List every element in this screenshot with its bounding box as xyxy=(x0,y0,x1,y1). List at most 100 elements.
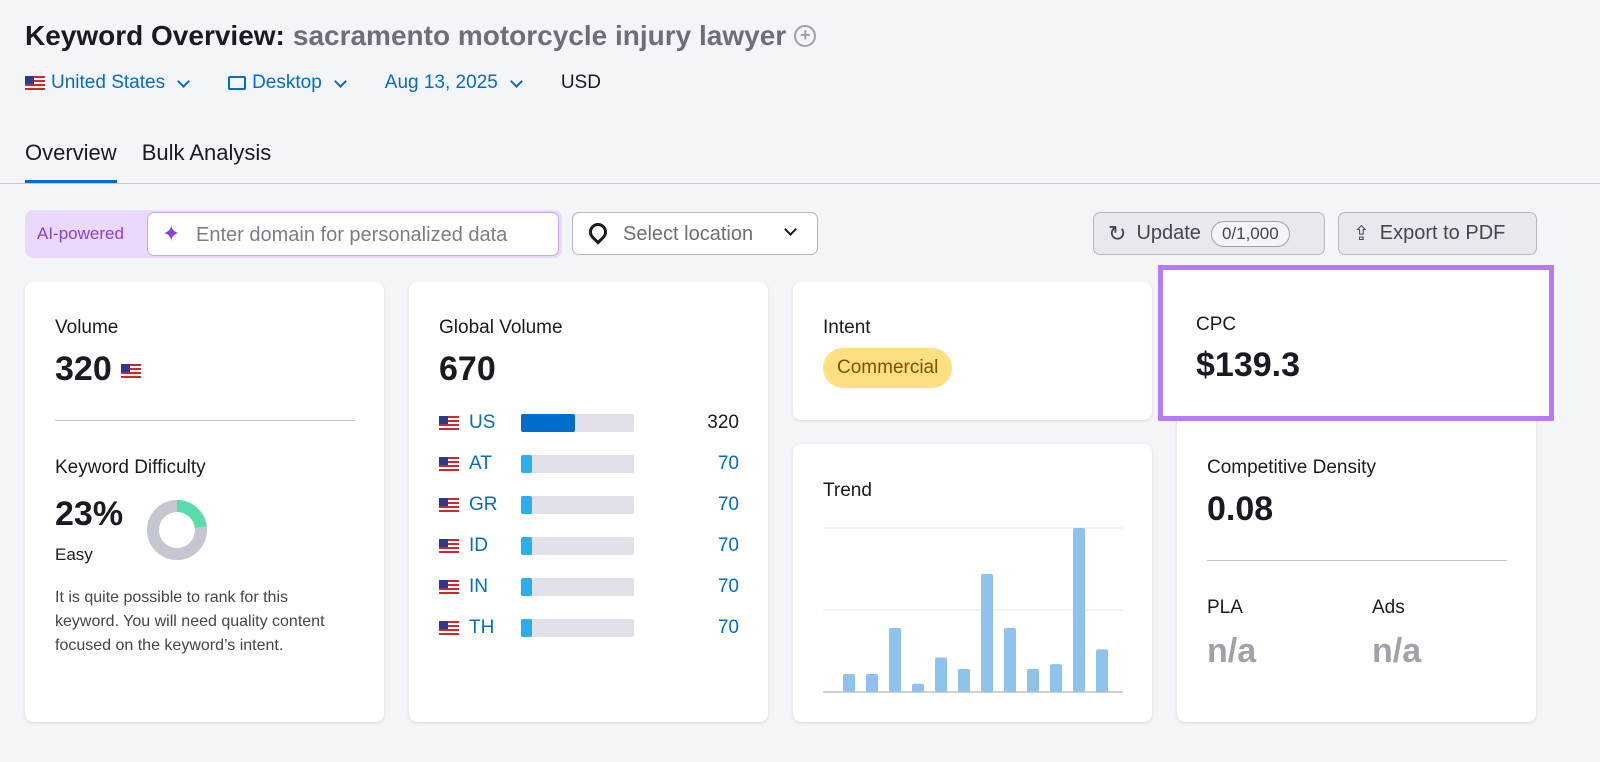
country-volume[interactable]: 70 xyxy=(717,617,739,638)
volume-value: 320 xyxy=(55,350,142,389)
kd-description: It is quite possible to rank for this ke… xyxy=(55,589,325,654)
density-value: 0.08 xyxy=(1207,490,1274,528)
flag-icon xyxy=(439,457,459,471)
location-select[interactable]: Select location xyxy=(572,212,818,255)
flag-icon xyxy=(439,498,459,512)
divider xyxy=(1207,560,1507,561)
share-bar-fill xyxy=(521,414,576,432)
share-bar xyxy=(521,496,634,514)
kd-level: Easy xyxy=(55,545,93,564)
trend-bar[interactable] xyxy=(866,673,878,692)
domain-input[interactable]: ✦ Enter domain for personalized data xyxy=(147,212,559,256)
device-dropdown[interactable]: Desktop xyxy=(228,72,347,94)
export-label: Export to PDF xyxy=(1379,222,1506,244)
trend-card: Trend xyxy=(793,444,1152,722)
upload-icon: ⇪ xyxy=(1353,223,1370,245)
filters: United States Desktop Aug 13, 2025 USD xyxy=(25,72,601,94)
tab-overview[interactable]: Overview xyxy=(25,140,117,184)
chevron-down-icon xyxy=(177,74,190,88)
update-count: 0/1,000 xyxy=(1210,220,1290,247)
country-code[interactable]: AT xyxy=(469,453,492,474)
country-code[interactable]: ID xyxy=(469,535,488,556)
domain-placeholder: Enter domain for personalized data xyxy=(196,224,508,246)
share-bar-fill xyxy=(521,578,533,596)
flag-icon xyxy=(439,580,459,594)
country-volume[interactable]: 70 xyxy=(717,535,739,556)
share-bar xyxy=(521,414,634,432)
share-bar xyxy=(521,455,634,473)
currency: USD xyxy=(560,72,601,93)
country-row: GR 70 xyxy=(439,494,739,516)
country-row: US 320 xyxy=(439,412,739,434)
volume-number: 320 xyxy=(55,350,112,388)
share-bar xyxy=(521,578,634,596)
country-row: ID 70 xyxy=(439,535,739,557)
share-bar xyxy=(521,537,634,555)
share-bar xyxy=(521,619,634,637)
location-placeholder: Select location xyxy=(623,223,754,245)
trend-bar[interactable] xyxy=(1027,669,1039,692)
country-code[interactable]: US xyxy=(469,412,496,433)
trend-bar[interactable] xyxy=(1096,649,1108,692)
ads-value: n/a xyxy=(1372,632,1422,670)
plus-circle-icon[interactable]: + xyxy=(794,25,817,47)
trend-bar[interactable] xyxy=(1004,628,1016,692)
country-volume[interactable]: 70 xyxy=(717,576,739,597)
country-dropdown[interactable]: United States xyxy=(25,72,190,94)
trend-chart xyxy=(823,527,1123,693)
global-volume-label: Global Volume xyxy=(439,317,563,338)
divider xyxy=(0,183,1600,184)
ads-label: Ads xyxy=(1372,597,1405,618)
trend-bar[interactable] xyxy=(981,573,993,692)
country-volume[interactable]: 70 xyxy=(717,494,739,515)
country-row: TH 70 xyxy=(439,617,739,639)
intent-card: Intent Commercial xyxy=(793,282,1152,420)
pla-label: PLA xyxy=(1207,597,1243,618)
trend-bar[interactable] xyxy=(912,683,924,692)
trend-bar[interactable] xyxy=(958,669,970,692)
volume-card: Volume 320 Keyword Difficulty 23% Easy I… xyxy=(25,282,384,722)
trend-bar[interactable] xyxy=(843,673,855,692)
tabs: Overview Bulk Analysis xyxy=(25,140,271,184)
trend-bar[interactable] xyxy=(1050,664,1062,692)
intent-badge: Commercial xyxy=(823,348,953,388)
sparkle-icon: ✦ xyxy=(162,221,181,246)
flag-icon xyxy=(439,539,459,553)
ai-powered-label: AI-powered xyxy=(37,224,124,243)
trend-bar[interactable] xyxy=(935,657,947,692)
country-row: IN 70 xyxy=(439,576,739,598)
share-bar-fill xyxy=(521,619,533,637)
update-button[interactable]: ↻ Update 0/1,000 xyxy=(1093,212,1325,255)
us-flag-icon xyxy=(25,76,45,90)
country-code[interactable]: TH xyxy=(469,617,495,638)
kd-value: 23% xyxy=(55,495,124,533)
global-volume-value: 670 xyxy=(439,350,496,388)
date-dropdown[interactable]: Aug 13, 2025 xyxy=(385,72,523,94)
density-label: Competitive Density xyxy=(1207,457,1376,478)
flag-icon xyxy=(439,621,459,635)
page-title: Keyword Overview: sacramento motorcycle i… xyxy=(25,20,817,52)
chevron-down-icon xyxy=(509,74,523,88)
location-pin-icon xyxy=(585,219,611,245)
country-code[interactable]: IN xyxy=(469,576,488,597)
share-bar-fill xyxy=(521,496,533,514)
trend-bar[interactable] xyxy=(889,628,901,692)
kd-label: Keyword Difficulty xyxy=(55,457,206,478)
country-label: United States xyxy=(51,72,166,93)
country-code[interactable]: GR xyxy=(469,494,498,515)
country-volume[interactable]: 320 xyxy=(707,412,739,433)
export-pdf-button[interactable]: ⇪ Export to PDF xyxy=(1338,212,1537,255)
donut-fill xyxy=(147,500,207,560)
us-flag-icon xyxy=(121,364,142,379)
chevron-down-icon xyxy=(333,74,347,88)
tab-bulk-analysis[interactable]: Bulk Analysis xyxy=(141,140,272,165)
trend-label: Trend xyxy=(823,480,872,501)
trend-bar[interactable] xyxy=(1073,528,1085,692)
flag-icon xyxy=(439,416,459,430)
refresh-icon: ↻ xyxy=(1108,220,1127,246)
intent-label: Intent xyxy=(823,317,871,338)
desktop-icon xyxy=(228,76,247,90)
country-volume[interactable]: 70 xyxy=(717,453,739,474)
device-label: Desktop xyxy=(252,72,322,93)
title-label: Keyword Overview: xyxy=(25,20,285,51)
